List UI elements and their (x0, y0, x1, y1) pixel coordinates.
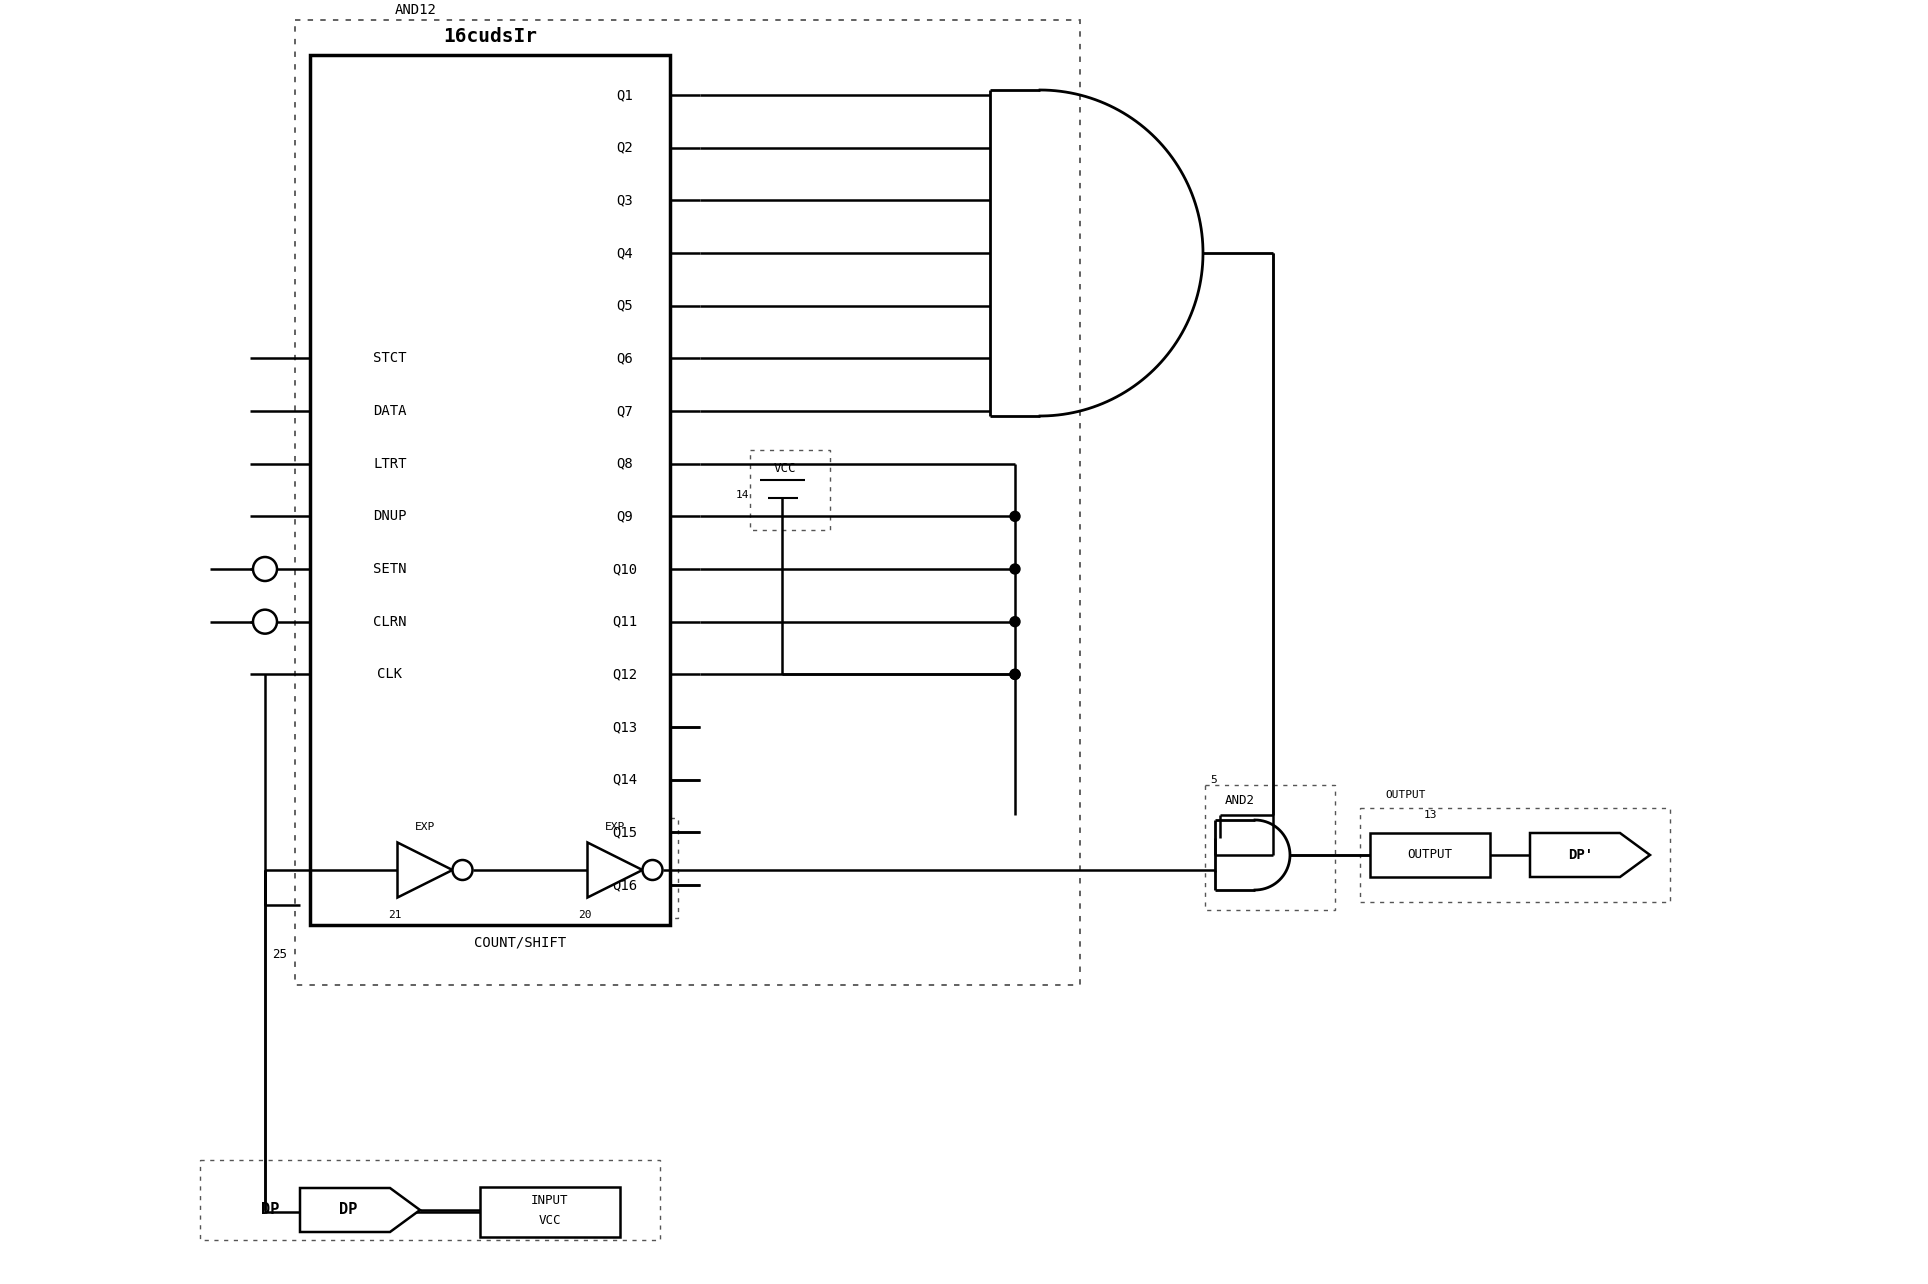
Bar (1205, 785, 1334, 910)
Text: DNUP: DNUP (374, 510, 407, 524)
Text: STCT: STCT (374, 352, 407, 366)
Text: LTRT: LTRT (374, 457, 407, 471)
Bar (750, 449, 829, 530)
Bar (480, 1186, 621, 1236)
Text: VCC: VCC (538, 1213, 561, 1226)
Text: Q8: Q8 (617, 457, 634, 471)
Text: Q15: Q15 (613, 826, 638, 840)
Text: VCC: VCC (773, 461, 796, 475)
Text: Q9: Q9 (617, 510, 634, 524)
Circle shape (1010, 511, 1020, 521)
Text: OUTPUT: OUTPUT (1407, 849, 1452, 862)
Text: Q6: Q6 (617, 352, 634, 366)
Text: Q13: Q13 (613, 720, 638, 734)
Bar (201, 1159, 659, 1240)
Bar (573, 818, 677, 918)
Text: 5: 5 (1211, 776, 1217, 785)
Text: Q2: Q2 (617, 141, 634, 154)
Circle shape (1010, 616, 1020, 627)
Circle shape (253, 610, 278, 634)
Text: Q12: Q12 (613, 668, 638, 682)
Text: Q4: Q4 (617, 247, 634, 259)
Bar (382, 818, 488, 918)
Polygon shape (1531, 833, 1650, 877)
Circle shape (642, 860, 663, 880)
Text: 16cudsIr: 16cudsIr (443, 27, 538, 46)
Text: DP: DP (339, 1203, 357, 1217)
Circle shape (1010, 564, 1020, 574)
Text: 25: 25 (272, 949, 287, 962)
Text: Q10: Q10 (613, 562, 638, 577)
Text: CLK: CLK (378, 668, 403, 682)
Text: EXP: EXP (415, 823, 436, 832)
Text: 21: 21 (388, 910, 401, 921)
Text: 14: 14 (735, 490, 748, 499)
Text: 13: 13 (1423, 810, 1436, 820)
Text: CLRN: CLRN (374, 615, 407, 629)
Text: DATA: DATA (374, 404, 407, 419)
Text: SETN: SETN (374, 562, 407, 577)
Text: Q14: Q14 (613, 773, 638, 787)
Text: Q7: Q7 (617, 404, 634, 419)
Polygon shape (588, 842, 642, 898)
Circle shape (253, 557, 278, 580)
Bar (1359, 808, 1670, 901)
Text: 20: 20 (578, 910, 592, 921)
Circle shape (1010, 669, 1020, 679)
Text: Q16: Q16 (613, 878, 638, 892)
Circle shape (1010, 669, 1020, 679)
Polygon shape (301, 1188, 420, 1233)
Text: Q5: Q5 (617, 299, 634, 313)
Circle shape (453, 860, 472, 880)
Text: AND2: AND2 (1224, 794, 1255, 806)
Text: Q11: Q11 (613, 615, 638, 629)
Bar (310, 55, 671, 924)
Bar (1371, 833, 1490, 877)
Bar (295, 21, 1080, 985)
Text: DP: DP (260, 1203, 280, 1217)
Text: AND12: AND12 (395, 3, 438, 17)
Text: Q3: Q3 (617, 194, 634, 207)
Text: OUTPUT: OUTPUT (1384, 790, 1425, 800)
Text: INPUT: INPUT (532, 1194, 569, 1207)
Text: EXP: EXP (605, 823, 625, 832)
Text: COUNT/SHIFT: COUNT/SHIFT (474, 936, 567, 950)
Text: Q1: Q1 (617, 89, 634, 101)
Text: DP': DP' (1567, 847, 1593, 862)
Polygon shape (397, 842, 453, 898)
